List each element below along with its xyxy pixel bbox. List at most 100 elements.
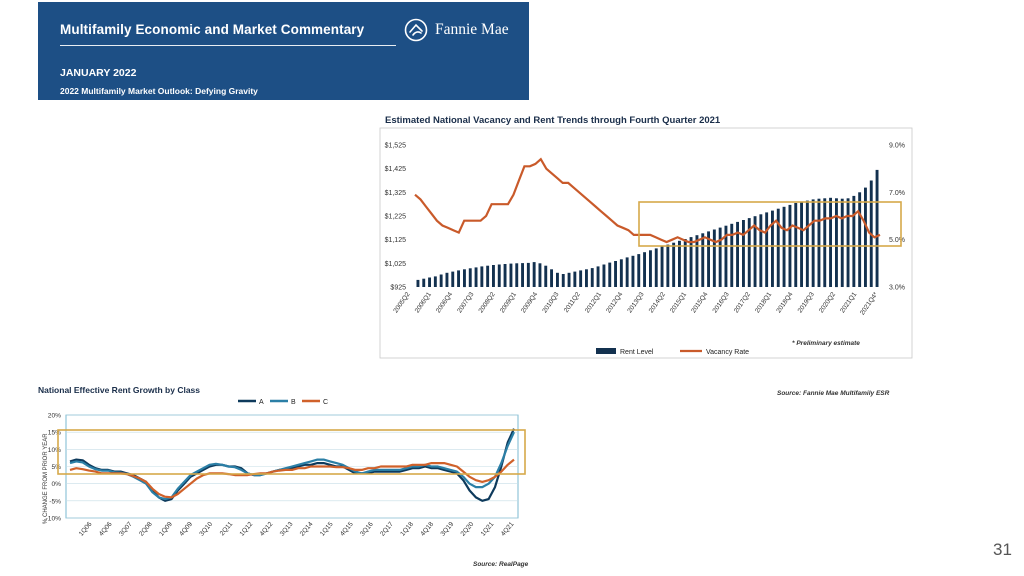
x-tick-label: 2013Q3 [626, 291, 645, 315]
rent-bar [550, 269, 553, 288]
rent-bar [474, 267, 478, 287]
x-tick-label: 2017Q2 [733, 291, 752, 315]
x-tick-label: 2010Q3 [541, 291, 560, 315]
rent-growth-ylabel: % CHANGE FROM PRIOR YEAR [43, 433, 49, 524]
rent-bar [521, 263, 524, 287]
rent-growth-lines [69, 428, 516, 502]
rent-bar [840, 198, 844, 287]
rent-bar [515, 263, 519, 287]
vacancy-chart-legend: Rent Level Vacancy Rate [596, 348, 749, 356]
rent-bar [590, 268, 594, 287]
x-tick-label: 2014Q2 [648, 291, 667, 315]
vacancy-chart-title: Estimated National Vacancy and Rent Tren… [385, 115, 721, 126]
x-tick-label: 3Q16 [359, 521, 375, 538]
rent-bar [619, 259, 623, 287]
y-tick-label: 10% [48, 447, 61, 454]
x-tick-label: 2009Q4 [520, 291, 539, 315]
rent-bar [486, 265, 490, 287]
rent-growth-y-ticks: 20% 15% 10% 5% 0% -5% -10% [46, 413, 62, 523]
rent-bar [614, 261, 617, 287]
x-tick-label: 1Q09 [158, 521, 174, 538]
left-tick-label: $925 [390, 285, 406, 292]
rent-bar [811, 199, 815, 287]
y-tick-label: 5% [51, 464, 61, 471]
source-esr: Source: Fannie Mae Multifamily ESR [777, 390, 890, 397]
x-tick-label: 2Q08 [138, 521, 154, 538]
rent-bar [672, 242, 676, 287]
rent-bar [678, 240, 681, 287]
left-tick-label: $1,225 [385, 214, 407, 221]
legend-label-a: A [259, 399, 264, 406]
fannie-mae-house-icon [404, 18, 428, 42]
rent-bar [805, 200, 809, 287]
x-tick-label: 2018Q4 [775, 291, 794, 315]
x-tick-label: 2009Q1 [499, 291, 518, 315]
rent-bar [532, 262, 536, 287]
x-tick-label: 4Q18 [419, 521, 435, 538]
rent-bar [724, 225, 728, 287]
rent-bar [509, 263, 513, 287]
x-axis-ticks: 2005Q2 2006Q1 2006Q4 2007Q3 2008Q2 2009Q1 2009… [392, 291, 879, 317]
x-tick-label: 4Q12 [259, 521, 275, 538]
x-tick-label: 2019Q3 [797, 291, 816, 315]
x-tick-label: 2Q20 [460, 521, 476, 538]
left-tick-label: $1,425 [385, 166, 407, 173]
banner-subtitle: 2022 Multifamily Market Outlook: Defying… [60, 86, 258, 96]
rent-bar [747, 218, 751, 287]
rent-bar [643, 252, 646, 287]
x-tick-label: 2021Q1 [839, 291, 858, 315]
rent-growth-x-ticks: 1Q06 4Q06 3Q07 2Q08 1Q09 4Q09 3Q10 2Q11 1Q12 4Q12… [78, 521, 516, 538]
rent-bar [794, 203, 798, 287]
x-tick-label: 1Q06 [78, 521, 94, 538]
rent-bar [422, 278, 426, 287]
source-realpage: Source: RealPage [473, 561, 529, 568]
x-tick-label: 2016Q3 [712, 291, 731, 315]
x-tick-label: 4Q21 [500, 521, 516, 538]
banner-title: Multifamily Economic and Market Commenta… [60, 22, 365, 37]
rent-bar [492, 265, 495, 287]
x-tick-label: 4Q15 [339, 521, 355, 538]
rent-bar [753, 216, 757, 287]
x-tick-label: 2Q17 [379, 521, 395, 538]
rent-bar [428, 277, 431, 287]
rent-bar [742, 220, 745, 287]
header-banner: Multifamily Economic and Market Commenta… [38, 2, 529, 100]
x-tick-label: 2005Q2 [392, 291, 411, 315]
x-tick-label: 2012Q4 [605, 291, 624, 315]
rent-bar [823, 198, 827, 288]
rent-bar [468, 268, 472, 287]
x-tick-label: 2Q14 [299, 521, 315, 538]
rent-growth-chart-title: National Effective Rent Growth by Class [38, 385, 201, 395]
rent-bar [585, 269, 588, 288]
rent-bar [800, 201, 803, 287]
x-tick-label: 1Q21 [480, 521, 496, 538]
rent-bar [765, 212, 769, 287]
legend-label-b: B [291, 399, 296, 406]
legend-label-c: C [323, 399, 328, 406]
left-tick-label: $1,525 [385, 143, 407, 150]
x-tick-label: 2006Q1 [414, 291, 433, 315]
rent-bar [707, 231, 710, 287]
rent-bar [561, 274, 565, 287]
legend-label-vacancy: Vacancy Rate [706, 349, 749, 356]
rent-bar [556, 272, 559, 287]
left-tick-label: $1,025 [385, 261, 407, 268]
rent-bar [654, 248, 658, 287]
rent-bar [579, 270, 583, 287]
banner-divider [60, 45, 396, 46]
rent-bar [433, 276, 437, 287]
x-tick-label: 2020Q2 [818, 291, 837, 315]
y-tick-label: -10% [46, 516, 62, 523]
rent-growth-gridlines [66, 414, 518, 519]
x-tick-label: 4Q09 [178, 521, 194, 538]
x-tick-label: 1Q12 [239, 521, 255, 538]
banner-date: JANUARY 2022 [60, 67, 137, 79]
right-tick-label: 7.0% [889, 190, 905, 197]
right-tick-label: 5.0% [889, 237, 905, 244]
x-tick-label: 4Q06 [98, 521, 114, 538]
rent-bar [631, 255, 635, 287]
x-tick-label: 2021Q4* [859, 291, 880, 317]
rent-bar [451, 271, 455, 287]
x-tick-label: 2012Q1 [584, 291, 603, 315]
